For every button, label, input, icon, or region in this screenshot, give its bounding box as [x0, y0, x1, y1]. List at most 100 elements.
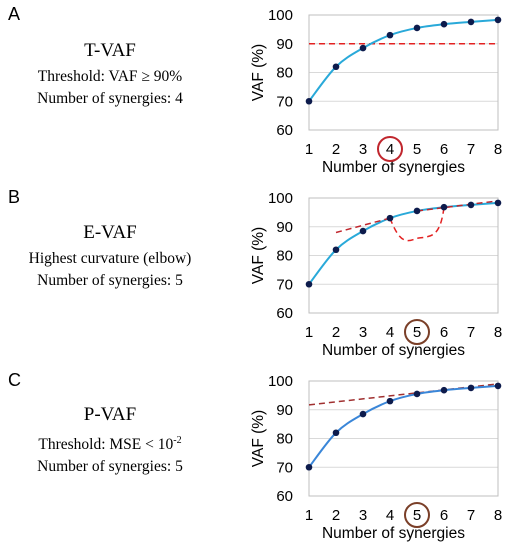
data-point [332, 63, 340, 71]
data-point [494, 382, 502, 390]
y-axis-label: VAF (%) [250, 44, 267, 101]
x-tick-label: 2 [332, 141, 340, 158]
x-tick-label: 4 [386, 507, 394, 524]
result-text: Number of synergies: 5 [37, 272, 183, 289]
x-tick-label: 6 [440, 507, 448, 524]
data-point [359, 44, 367, 52]
data-point [359, 410, 367, 418]
x-tick-label: 1 [305, 324, 313, 341]
x-tick-label: 7 [467, 141, 475, 158]
panel-description: E-VAF Highest curvature (elbow) Number o… [0, 222, 220, 292]
y-tick-label: 60 [276, 122, 293, 139]
x-tick-label: 3 [359, 507, 367, 524]
panel-a: A T-VAF Threshold: VAF ≥ 90% Number of s… [0, 0, 514, 180]
y-tick-label: 60 [276, 488, 293, 505]
panel-description: P-VAF Threshold: MSE < 10-2 Number of sy… [0, 404, 220, 478]
data-point [386, 397, 394, 405]
x-tick-label: 7 [467, 324, 475, 341]
criterion-text: Threshold: VAF ≥ 90% [37, 68, 183, 85]
x-tick-label: 1 [305, 507, 313, 524]
y-tick-label: 100 [268, 373, 293, 390]
x-tick-label: 4 [386, 324, 394, 341]
data-point [332, 246, 340, 254]
vaf-chart: 60 70 80 90 100 1 2 3 4 5 6 7 8 Number of synergies VA… [250, 190, 502, 359]
data-point [413, 390, 421, 398]
y-tick-label: 100 [268, 190, 293, 207]
data-point [332, 429, 340, 437]
panel-letter: B [8, 187, 21, 207]
vaf-chart: 60 70 80 90 100 1 2 3 4 5 6 7 8 Number of synergies VA… [250, 7, 502, 176]
y-tick-label: 80 [276, 431, 293, 448]
data-point [440, 203, 448, 211]
data-point [305, 280, 313, 288]
method-title: P-VAF [83, 404, 137, 425]
x-tick-label: 2 [332, 507, 340, 524]
plot-frame [308, 14, 499, 131]
fit-line [308, 383, 499, 406]
x-tick-label: 2 [332, 324, 340, 341]
elbow-tangent-line [416, 200, 499, 212]
x-axis-label: Number of synergies [322, 525, 465, 542]
y-axis-label: VAF (%) [250, 410, 267, 467]
criterion-base: Threshold: MSE < 10 [38, 436, 174, 454]
data-point [467, 384, 475, 392]
series-line [308, 18, 499, 102]
criterion-exponent: -2 [173, 435, 182, 446]
data-point [305, 97, 313, 105]
data-point [386, 31, 394, 39]
data-point [413, 207, 421, 215]
y-tick-label: 60 [276, 305, 293, 322]
plot-frame [308, 380, 499, 497]
vaf-chart: 60 70 80 90 100 1 2 3 4 5 6 7 8 Number of synergies VA… [250, 373, 502, 542]
y-tick-label: 80 [276, 65, 293, 82]
data-point [494, 16, 502, 24]
series-line [308, 201, 499, 285]
data-point [359, 227, 367, 235]
x-tick-label: 8 [494, 324, 502, 341]
data-point [494, 199, 502, 207]
data-point [440, 20, 448, 28]
method-title: E-VAF [83, 222, 137, 243]
criterion-text: Threshold: MSE < 10-2 [0, 430, 220, 456]
x-tick-label: 5 [413, 324, 421, 341]
result-text: Number of synergies: 5 [37, 458, 183, 476]
x-tick-label: 7 [467, 507, 475, 524]
x-tick-label: 3 [359, 324, 367, 341]
x-tick-label: 5 [413, 507, 421, 524]
selected-synergy-circle [404, 502, 430, 528]
x-tick-label: 8 [494, 141, 502, 158]
y-tick-label: 70 [276, 459, 293, 476]
panel-letter: A [8, 4, 21, 24]
data-point [386, 214, 394, 222]
data-point [440, 386, 448, 394]
y-tick-label: 70 [276, 276, 293, 293]
y-axis-label: VAF (%) [250, 227, 267, 284]
data-point [413, 24, 421, 32]
x-tick-label: 6 [440, 324, 448, 341]
plot-frame [308, 197, 499, 314]
y-tick-label: 90 [276, 219, 293, 236]
y-tick-label: 70 [276, 93, 293, 110]
data-point [467, 18, 475, 26]
x-tick-label: 6 [440, 141, 448, 158]
criterion-text: Highest curvature (elbow) [28, 250, 192, 267]
data-point [467, 201, 475, 209]
y-tick-label: 90 [276, 36, 293, 53]
y-tick-label: 100 [268, 7, 293, 24]
x-tick-label: 5 [413, 141, 421, 158]
y-tick-label: 90 [276, 402, 293, 419]
x-axis-label: Number of synergies [322, 159, 465, 176]
x-tick-label: 8 [494, 507, 502, 524]
method-title: T-VAF [84, 40, 136, 61]
x-tick-label: 3 [359, 141, 367, 158]
selected-synergy-circle [377, 136, 403, 162]
x-axis-label: Number of synergies [322, 342, 465, 359]
panel-description: T-VAF Threshold: VAF ≥ 90% Number of syn… [0, 40, 220, 110]
selected-synergy-circle [404, 319, 430, 345]
panel-b: B E-VAF Highest curvature (elbow) Number… [0, 183, 514, 363]
x-tick-label: 4 [386, 141, 394, 158]
y-tick-label: 80 [276, 248, 293, 265]
x-tick-label: 1 [305, 141, 313, 158]
data-point [305, 463, 313, 471]
panel-c: C P-VAF Threshold: MSE < 10-2 Number of … [0, 366, 514, 546]
